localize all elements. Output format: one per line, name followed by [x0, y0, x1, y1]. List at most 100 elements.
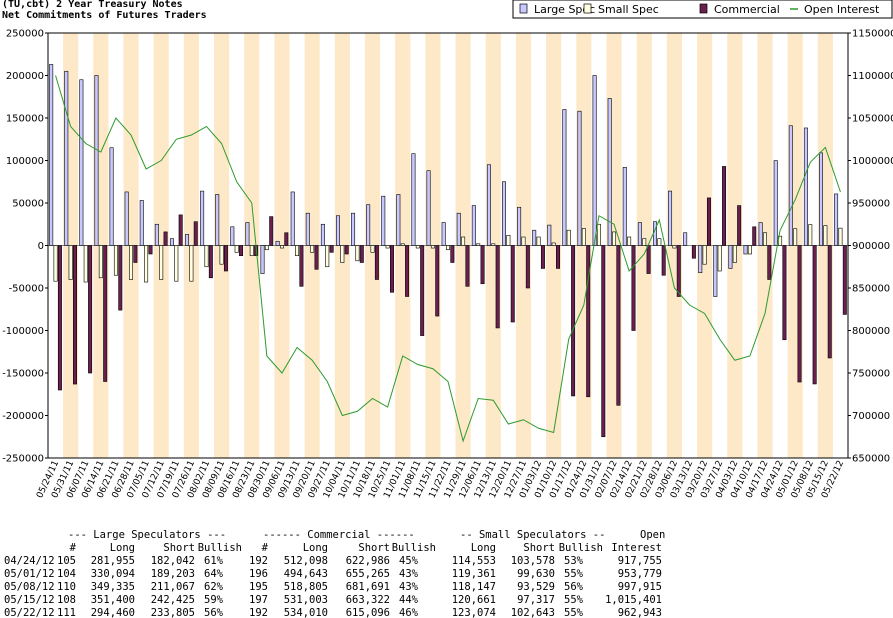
bar — [661, 245, 666, 276]
bar — [109, 147, 114, 246]
table-cell: 114,553 — [452, 555, 496, 567]
bar — [49, 64, 54, 246]
bar — [556, 245, 561, 269]
bar — [260, 245, 265, 274]
y2-tick-label: 1150000 — [852, 29, 893, 40]
y2-tick-label: 850000 — [852, 284, 890, 295]
bar — [133, 245, 138, 263]
bar — [390, 245, 394, 293]
bar — [521, 236, 526, 246]
table-cell: 64% — [204, 568, 224, 580]
bar — [612, 231, 617, 246]
table-cell: 192 — [249, 555, 268, 567]
bar — [169, 238, 174, 246]
y-tick-label: 100000 — [6, 156, 44, 167]
table-cell: 56% — [564, 581, 584, 593]
bar — [200, 190, 205, 246]
bar — [752, 226, 757, 246]
bar — [435, 245, 440, 317]
bar — [737, 205, 742, 246]
table-cell: 120,661 — [452, 594, 496, 606]
table-cell: 197 — [249, 594, 268, 606]
table-cell: 663,322 — [346, 594, 390, 606]
table-column-header: Long — [110, 542, 135, 554]
table-cell: 97,317 — [517, 594, 555, 606]
table-cell: 997,915 — [618, 581, 662, 593]
table-column-header: Bullish — [392, 542, 436, 554]
table-column-header: Bullish — [198, 542, 242, 554]
bar — [788, 125, 793, 246]
bar — [159, 245, 164, 280]
bar — [68, 245, 73, 280]
bar — [581, 228, 586, 246]
bar — [103, 245, 108, 382]
bar — [299, 245, 304, 287]
bar — [683, 232, 688, 246]
table-column-header: # — [262, 542, 269, 554]
bar — [193, 221, 198, 246]
bar — [642, 238, 647, 246]
y2-tick-label: 700000 — [852, 411, 890, 422]
y-tick-label: 250000 — [6, 29, 44, 40]
bar — [728, 245, 733, 269]
y-tick-label: -150000 — [2, 369, 44, 380]
table-column-header: Short — [523, 542, 555, 554]
bar — [64, 70, 69, 246]
bar — [551, 242, 556, 246]
table-column-header: # — [70, 542, 77, 554]
bar — [178, 214, 183, 246]
bar — [396, 194, 401, 246]
bar — [275, 240, 280, 246]
table-cell: 123,074 — [452, 607, 496, 618]
bar — [676, 245, 681, 297]
table-cell: 55% — [564, 568, 584, 580]
table-cell: 615,096 — [346, 607, 390, 618]
bar — [812, 245, 817, 385]
legend-swatch — [699, 3, 708, 14]
bar — [426, 170, 431, 246]
table-cell: 192 — [249, 607, 268, 618]
bar — [758, 222, 763, 246]
bar — [722, 166, 727, 246]
table-cell: 189,203 — [151, 568, 195, 580]
bar — [819, 152, 823, 246]
table-column-header: Short — [358, 542, 390, 554]
bar — [230, 226, 235, 246]
bar — [762, 232, 767, 246]
table-cell: 102,643 — [511, 607, 555, 618]
table-cell: 351,400 — [91, 594, 135, 606]
bar — [219, 245, 224, 265]
bar — [381, 195, 386, 246]
table-cell: 05/22/12 — [4, 607, 55, 618]
bar — [359, 245, 364, 263]
bar — [189, 245, 194, 282]
y2-tick-label: 650000 — [852, 454, 890, 465]
table-cell: 05/15/12 — [4, 594, 55, 606]
bar — [57, 245, 62, 391]
bar — [586, 245, 591, 398]
y-tick-label: 0 — [38, 241, 44, 252]
bar — [223, 245, 228, 272]
bar — [446, 245, 450, 251]
bar — [480, 245, 485, 285]
table-cell: 04/24/12 — [4, 555, 55, 567]
bar — [540, 245, 545, 269]
table-column-header: Short — [163, 542, 195, 554]
table-cell: 56% — [204, 607, 224, 618]
y2-tick-label: 1100000 — [852, 71, 893, 82]
table-cell: 45% — [399, 555, 419, 567]
legend-label: Small Spec — [598, 3, 659, 16]
legend-swatch — [519, 3, 528, 14]
bar — [698, 245, 703, 274]
bar — [672, 245, 677, 249]
table-cell: 111 — [57, 607, 76, 618]
bar — [98, 245, 103, 279]
table-cell: 242,425 — [151, 594, 195, 606]
table-cell: 05/08/12 — [4, 581, 55, 593]
bar — [465, 245, 470, 287]
bar — [118, 245, 123, 311]
table-column-header: Bullish — [559, 542, 603, 554]
y2-tick-label: 800000 — [852, 326, 890, 337]
bar — [646, 245, 651, 274]
table-cell: 105 — [57, 555, 76, 567]
